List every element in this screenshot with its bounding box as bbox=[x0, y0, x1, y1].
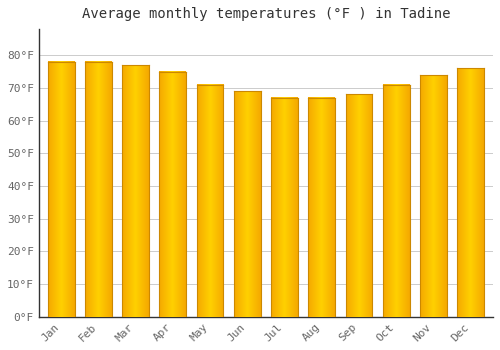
Title: Average monthly temperatures (°F ) in Tadine: Average monthly temperatures (°F ) in Ta… bbox=[82, 7, 450, 21]
